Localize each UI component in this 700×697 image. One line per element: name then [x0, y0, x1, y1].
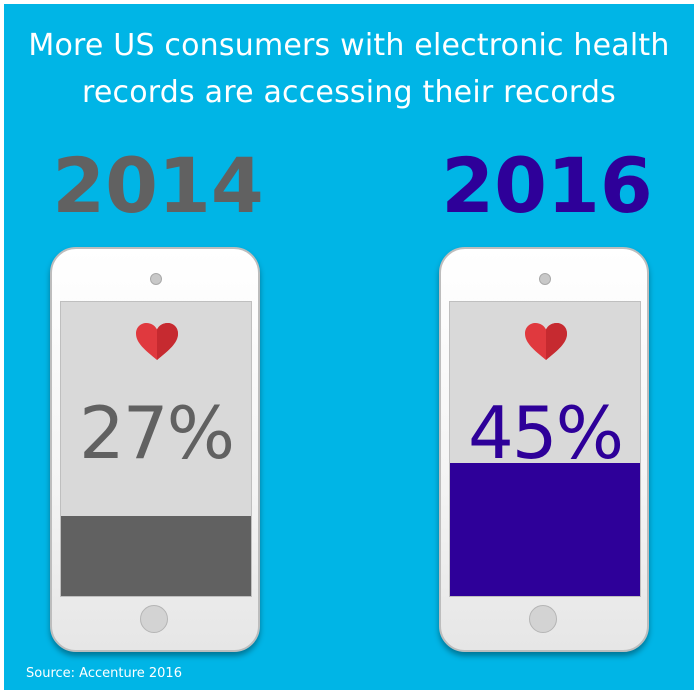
bar-2016 — [450, 463, 640, 596]
heart-icon — [525, 323, 567, 360]
title-line-2: records are accessing their records — [82, 75, 616, 110]
camera-icon — [539, 273, 551, 285]
value-label-2016: 45% — [467, 391, 624, 475]
source-note: Source: Accenture 2016 — [26, 666, 182, 681]
value-label-2014: 27% — [78, 391, 235, 475]
home-button-icon — [140, 605, 168, 633]
bar-2014 — [61, 516, 251, 596]
smartphone-icon-2016: 45% — [439, 247, 649, 652]
home-button-icon — [529, 605, 557, 633]
infographic-panel: More US consumers with electronic health… — [4, 4, 694, 690]
heart-icon — [136, 323, 178, 360]
year-label-2014: 2014 — [52, 141, 264, 230]
chart-title: More US consumers with electronic health… — [4, 22, 694, 116]
phone-screen-2016: 45% — [449, 301, 641, 597]
camera-icon — [150, 273, 162, 285]
title-line-1: More US consumers with electronic health — [28, 28, 670, 63]
phone-screen-2014: 27% — [60, 301, 252, 597]
smartphone-icon-2014: 27% — [50, 247, 260, 652]
year-label-2016: 2016 — [441, 141, 653, 230]
